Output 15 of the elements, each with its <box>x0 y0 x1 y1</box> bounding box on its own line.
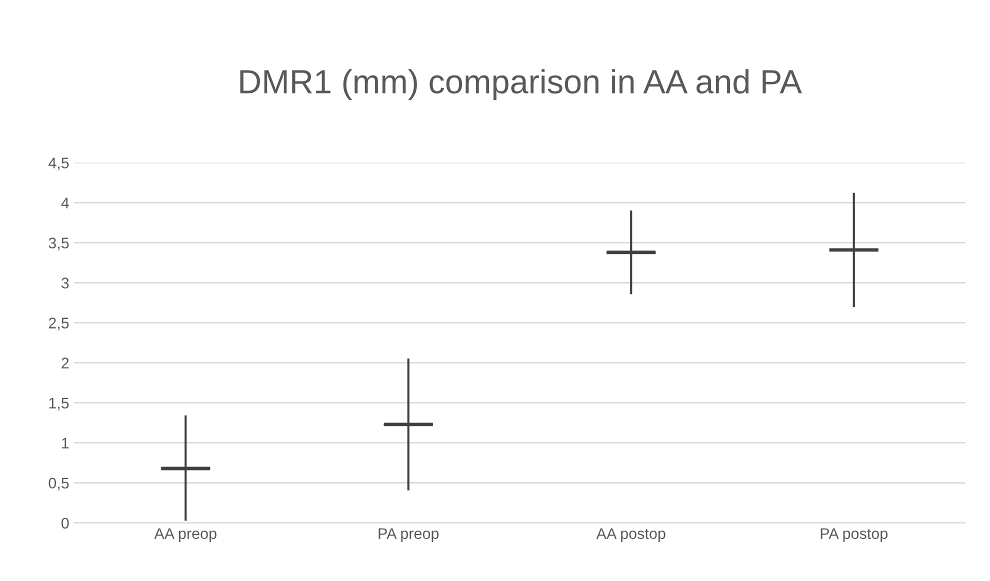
y-tick-label: 3 <box>61 278 69 288</box>
y-tick-label: 4 <box>61 198 69 208</box>
y-tick-label: 2 <box>62 358 69 368</box>
y-tick-label: 2,5 <box>48 318 69 330</box>
y-tick-label: 1 <box>62 438 69 448</box>
y-tick-label: 1,5 <box>49 398 69 410</box>
chart-title: DMR1 (mm) comparison in AA and PA <box>240 69 802 100</box>
x-tick-label: AA preop <box>154 528 216 542</box>
y-tick-label: 3,5 <box>48 238 69 250</box>
y-tick-label: 4,5 <box>48 158 69 170</box>
y-tick-label: 0,5 <box>48 478 69 490</box>
x-tick-label: PA preop <box>378 528 439 542</box>
x-tick-label: PA postop <box>820 528 888 542</box>
x-tick-label: AA postop <box>596 528 666 542</box>
y-tick-label: 0 <box>61 518 69 529</box>
